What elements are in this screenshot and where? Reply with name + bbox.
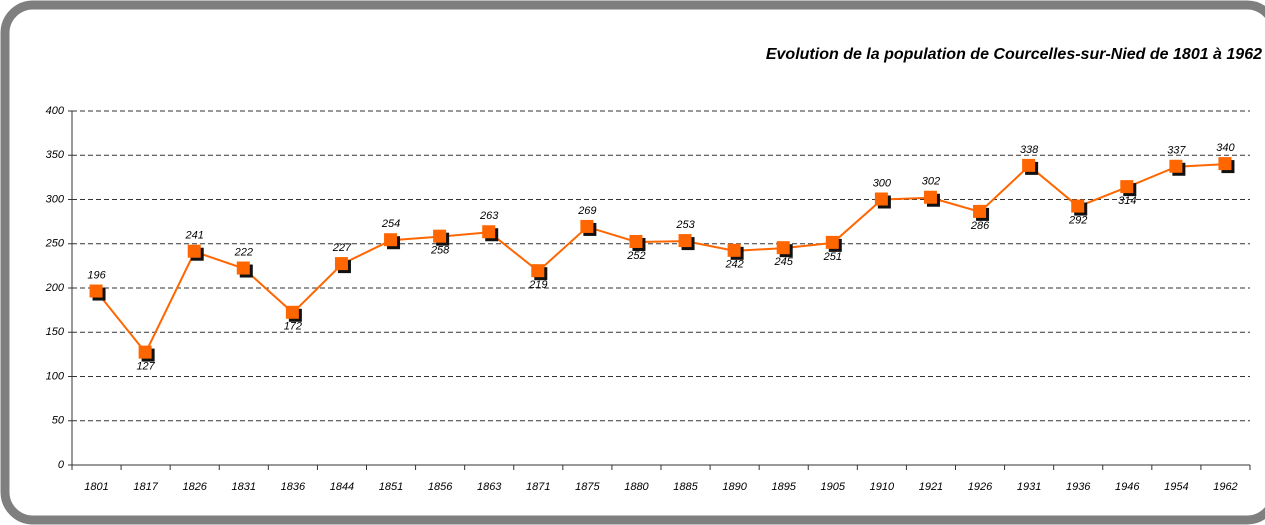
marker <box>138 345 152 359</box>
x-tick-label: 1926 <box>968 481 993 493</box>
data-label: 252 <box>626 250 645 262</box>
data-label: 314 <box>1118 195 1136 207</box>
data-label: 286 <box>970 220 990 232</box>
y-tick-label: 100 <box>46 370 65 382</box>
marker <box>236 261 250 275</box>
x-tick-label: 1844 <box>330 481 354 493</box>
x-tick-label: 1946 <box>1115 481 1140 493</box>
data-label: 258 <box>430 245 450 257</box>
x-tick-label: 1910 <box>870 481 895 493</box>
y-tick-label: 350 <box>46 149 65 161</box>
chart-title: Evolution de la population de Courcelles… <box>766 46 1262 63</box>
data-label: 263 <box>479 210 499 222</box>
x-tick-label: 1875 <box>575 481 600 493</box>
marker <box>1022 158 1036 172</box>
y-tick-label: 400 <box>46 105 65 117</box>
marker <box>1120 180 1134 194</box>
data-label: 300 <box>873 177 892 189</box>
data-label: 251 <box>823 251 842 263</box>
marker <box>334 257 348 271</box>
x-tick-label: 1826 <box>182 481 207 493</box>
data-label: 292 <box>1068 214 1087 226</box>
marker <box>482 225 496 239</box>
x-tick-label: 1851 <box>379 481 403 493</box>
data-label: 219 <box>528 279 547 291</box>
x-tick-label: 1863 <box>477 481 502 493</box>
data-label: 242 <box>724 259 743 271</box>
marker <box>285 305 299 319</box>
marker <box>727 243 741 257</box>
x-tick-label: 1817 <box>133 481 158 493</box>
x-tick-label: 1801 <box>84 481 108 493</box>
x-tick-label: 1931 <box>1017 481 1041 493</box>
y-tick-label: 150 <box>46 326 65 338</box>
data-label: 241 <box>185 230 204 242</box>
x-tick-label: 1856 <box>428 481 453 493</box>
marker <box>825 235 839 249</box>
marker <box>89 284 103 298</box>
data-label: 269 <box>577 205 596 217</box>
marker <box>531 264 545 278</box>
marker <box>187 244 201 258</box>
marker <box>629 234 643 248</box>
y-tick-label: 200 <box>45 282 65 294</box>
x-tick-label: 1836 <box>281 481 306 493</box>
marker <box>1169 159 1183 173</box>
data-label: 245 <box>774 256 794 268</box>
y-tick-label: 0 <box>58 459 65 471</box>
data-label: 340 <box>1216 142 1235 154</box>
x-tick-label: 1871 <box>526 481 550 493</box>
data-label: 253 <box>675 219 695 231</box>
x-tick-label: 1954 <box>1164 481 1188 493</box>
marker <box>874 192 888 206</box>
y-tick-label: 50 <box>52 415 65 427</box>
data-label: 127 <box>136 361 155 373</box>
data-label: 338 <box>1020 144 1039 156</box>
marker <box>384 233 398 247</box>
marker <box>678 234 692 248</box>
data-label: 222 <box>234 246 253 258</box>
marker <box>1071 199 1085 213</box>
marker <box>923 190 937 204</box>
data-label: 172 <box>284 321 302 333</box>
x-tick-label: 1936 <box>1066 481 1091 493</box>
y-tick-label: 250 <box>45 238 65 250</box>
marker <box>580 219 594 233</box>
data-label: 254 <box>381 218 400 230</box>
marker <box>776 241 790 255</box>
marker <box>1218 157 1232 171</box>
marker <box>433 229 447 243</box>
y-tick-label: 300 <box>46 193 65 205</box>
data-label: 337 <box>1167 145 1186 157</box>
x-tick-label: 1831 <box>232 481 256 493</box>
x-tick-label: 1895 <box>771 481 796 493</box>
x-tick-label: 1905 <box>821 481 846 493</box>
x-tick-label: 1921 <box>919 481 943 493</box>
x-tick-label: 1890 <box>722 481 747 493</box>
x-tick-label: 1962 <box>1213 481 1237 493</box>
x-tick-label: 1880 <box>624 481 649 493</box>
data-label: 227 <box>332 242 352 254</box>
x-tick-label: 1885 <box>673 481 698 493</box>
data-label: 196 <box>87 269 106 281</box>
data-label: 302 <box>922 176 940 188</box>
marker <box>973 204 987 218</box>
